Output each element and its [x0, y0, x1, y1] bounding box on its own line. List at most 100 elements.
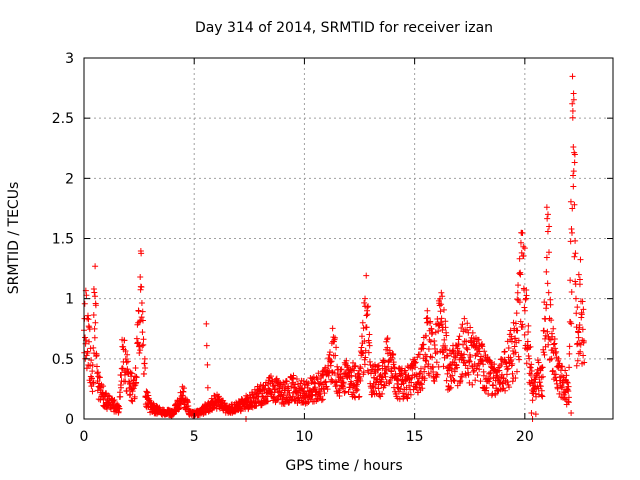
data-point	[509, 378, 516, 385]
data-point	[293, 376, 300, 383]
data-point	[423, 357, 430, 364]
data-point	[521, 245, 528, 252]
data-point	[129, 388, 136, 395]
data-point	[563, 401, 570, 408]
x-tick-label: 20	[516, 429, 534, 445]
data-point	[438, 289, 445, 296]
data-point	[180, 388, 187, 395]
data-point	[568, 320, 575, 327]
data-point	[420, 345, 427, 352]
data-point	[444, 370, 451, 377]
data-point	[93, 363, 100, 370]
data-point	[516, 299, 523, 306]
data-point	[93, 352, 100, 359]
data-point	[421, 363, 428, 370]
y-tick-label: 0.5	[52, 352, 74, 368]
data-point	[469, 329, 476, 336]
data-point	[546, 223, 553, 230]
data-point	[569, 100, 576, 107]
data-point	[354, 386, 361, 393]
data-point	[459, 321, 466, 328]
data-point	[382, 382, 389, 389]
data-point	[481, 348, 488, 355]
data-point	[576, 281, 583, 288]
data-point	[498, 371, 505, 378]
data-point	[84, 312, 91, 319]
data-point	[124, 351, 131, 358]
data-point	[569, 229, 576, 236]
data-point	[572, 250, 579, 257]
data-point	[89, 388, 96, 395]
data-point	[90, 312, 97, 319]
data-point	[506, 384, 513, 391]
data-point	[466, 358, 473, 365]
data-point	[550, 341, 557, 348]
data-point	[566, 364, 573, 371]
data-point	[268, 373, 275, 380]
data-point	[84, 349, 91, 356]
data-point	[456, 333, 463, 340]
data-point	[551, 336, 558, 343]
data-point	[490, 381, 497, 388]
data-point	[536, 379, 543, 386]
data-point	[359, 319, 366, 326]
data-point	[528, 361, 535, 368]
data-point	[427, 338, 434, 345]
data-point	[329, 369, 336, 376]
data-point	[435, 363, 442, 370]
data-point	[423, 315, 430, 322]
data-point	[502, 387, 509, 394]
data-point	[215, 394, 222, 401]
data-point	[384, 335, 391, 342]
data-point	[461, 315, 468, 322]
data-point	[266, 374, 273, 381]
data-point	[568, 225, 575, 232]
data-point	[204, 361, 211, 368]
data-point	[428, 330, 435, 337]
data-point	[450, 377, 457, 384]
data-point	[559, 384, 566, 391]
data-point	[416, 351, 423, 358]
data-point	[308, 392, 315, 399]
data-point	[100, 383, 107, 390]
data-point	[142, 393, 149, 400]
data-point	[379, 374, 386, 381]
data-point	[274, 396, 281, 403]
data-point	[522, 296, 529, 303]
data-point	[487, 370, 494, 377]
data-point	[420, 341, 427, 348]
data-point	[522, 295, 529, 302]
data-point	[521, 331, 528, 338]
data-point	[362, 354, 369, 361]
data-point	[443, 332, 450, 339]
x-tick-label: 10	[296, 429, 314, 445]
data-point	[441, 336, 448, 343]
data-point	[90, 286, 97, 293]
data-point	[574, 357, 581, 364]
data-point	[422, 332, 429, 339]
data-point	[384, 336, 391, 343]
data-point	[332, 378, 339, 385]
data-point	[281, 401, 288, 408]
data-point	[516, 270, 523, 277]
data-point	[575, 271, 582, 278]
data-point	[442, 346, 449, 353]
data-point	[457, 377, 464, 384]
data-point	[332, 352, 339, 359]
data-point	[573, 310, 580, 317]
data-point	[131, 393, 138, 400]
data-point	[315, 370, 322, 377]
data-point	[375, 362, 382, 369]
data-point	[123, 359, 130, 366]
data-point	[463, 338, 470, 345]
data-point	[419, 385, 426, 392]
data-point	[431, 338, 438, 345]
data-point	[124, 358, 131, 365]
data-point	[412, 383, 419, 390]
y-tick-label: 0	[65, 412, 74, 428]
data-point	[399, 390, 406, 397]
data-point	[337, 366, 344, 373]
data-point	[543, 254, 550, 261]
data-point	[516, 255, 523, 262]
data-point	[365, 303, 372, 310]
